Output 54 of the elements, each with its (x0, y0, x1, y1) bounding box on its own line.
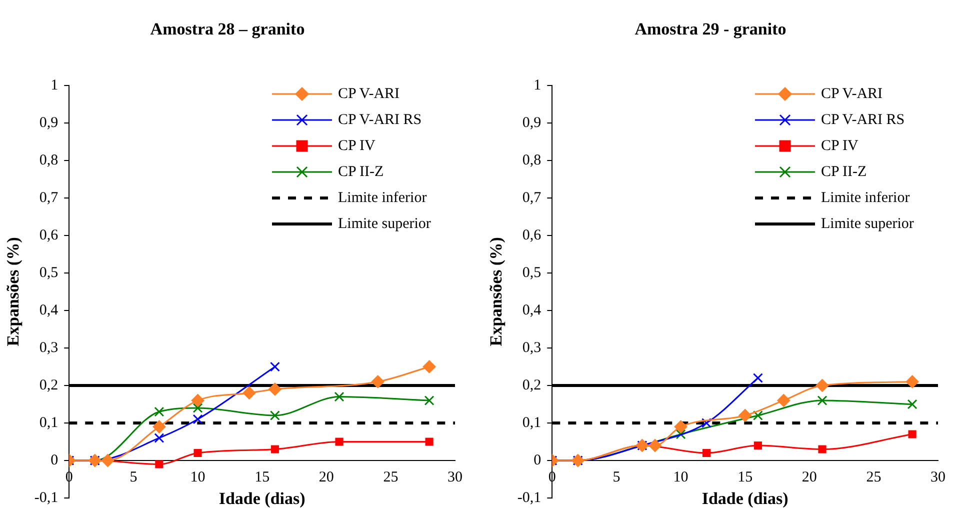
x-axis-title: Idade (dias) (702, 489, 788, 508)
x-tick-label: 10 (673, 469, 688, 486)
y-tick-label: 0,4 (39, 302, 59, 318)
x-tick-label: 5 (130, 469, 138, 486)
y-tick-label: 0,3 (522, 340, 542, 356)
legend-label: Limite superior (338, 215, 431, 234)
x-tick-label: 25 (866, 469, 882, 486)
legend-label: CP IV (821, 137, 858, 156)
chart-title: Amostra 28 – granito (150, 20, 305, 39)
x-tick-label: 10 (190, 469, 206, 486)
y-tick-label: 0,6 (39, 227, 59, 244)
x-tick-label: 30 (448, 469, 462, 486)
x-tick-label: 15 (254, 469, 270, 486)
y-tick-label: 0 (50, 452, 58, 468)
x-tick-label: 30 (930, 469, 946, 486)
y-tick-label: -0,1 (34, 490, 58, 506)
y-axis-title: Expansões (%) (486, 237, 506, 346)
y-tick-label: 0,8 (39, 152, 58, 168)
x-tick-label: 15 (738, 469, 753, 486)
legend-label: CP V-ARI RS (821, 111, 905, 130)
legend-label: CP IV (338, 137, 376, 156)
y-tick-label: 0,4 (522, 302, 542, 318)
x-tick-label: 20 (802, 469, 817, 486)
y-tick-label: 0,3 (39, 340, 58, 356)
y-axis-title: Expansões (%) (4, 237, 23, 346)
y-tick-label: 0,2 (39, 377, 58, 394)
y-tick-label: 1 (534, 77, 542, 94)
x-axis-title: Idade (dias) (218, 489, 306, 508)
y-tick-label: 0,9 (522, 114, 542, 131)
y-tick-label: 0 (534, 452, 542, 468)
y-tick-label: 0,6 (522, 227, 542, 244)
y-tick-label: 0,1 (39, 414, 58, 431)
x-tick-label: 25 (383, 469, 398, 486)
legend-label: Limite superior (821, 215, 914, 234)
x-tick-label: 20 (318, 469, 334, 486)
legend-label: CP V-ARI (338, 85, 400, 104)
y-tick-label: -0,1 (517, 490, 542, 506)
legend-label: CP V-ARI (821, 85, 883, 104)
y-tick-label: 0,9 (39, 114, 58, 131)
y-tick-label: 0,2 (522, 377, 542, 394)
y-tick-label: 0,5 (522, 264, 542, 281)
x-tick-label: 5 (612, 469, 620, 486)
legend-label: CP V-ARI RS (338, 111, 422, 130)
legend-label: Limite inferior (821, 189, 910, 208)
legend-label: CP II-Z (821, 163, 867, 182)
y-tick-label: 1 (50, 77, 58, 94)
y-tick-label: 0,5 (39, 264, 58, 281)
legend-label: Limite inferior (338, 189, 427, 208)
chart-title: Amostra 29 - granito (634, 20, 786, 39)
legend-label: CP II-Z (338, 163, 384, 182)
y-tick-label: 0,7 (39, 190, 59, 206)
y-tick-label: 0,1 (522, 414, 542, 431)
y-tick-label: 0,7 (522, 190, 542, 206)
y-tick-label: 0,8 (522, 152, 542, 168)
